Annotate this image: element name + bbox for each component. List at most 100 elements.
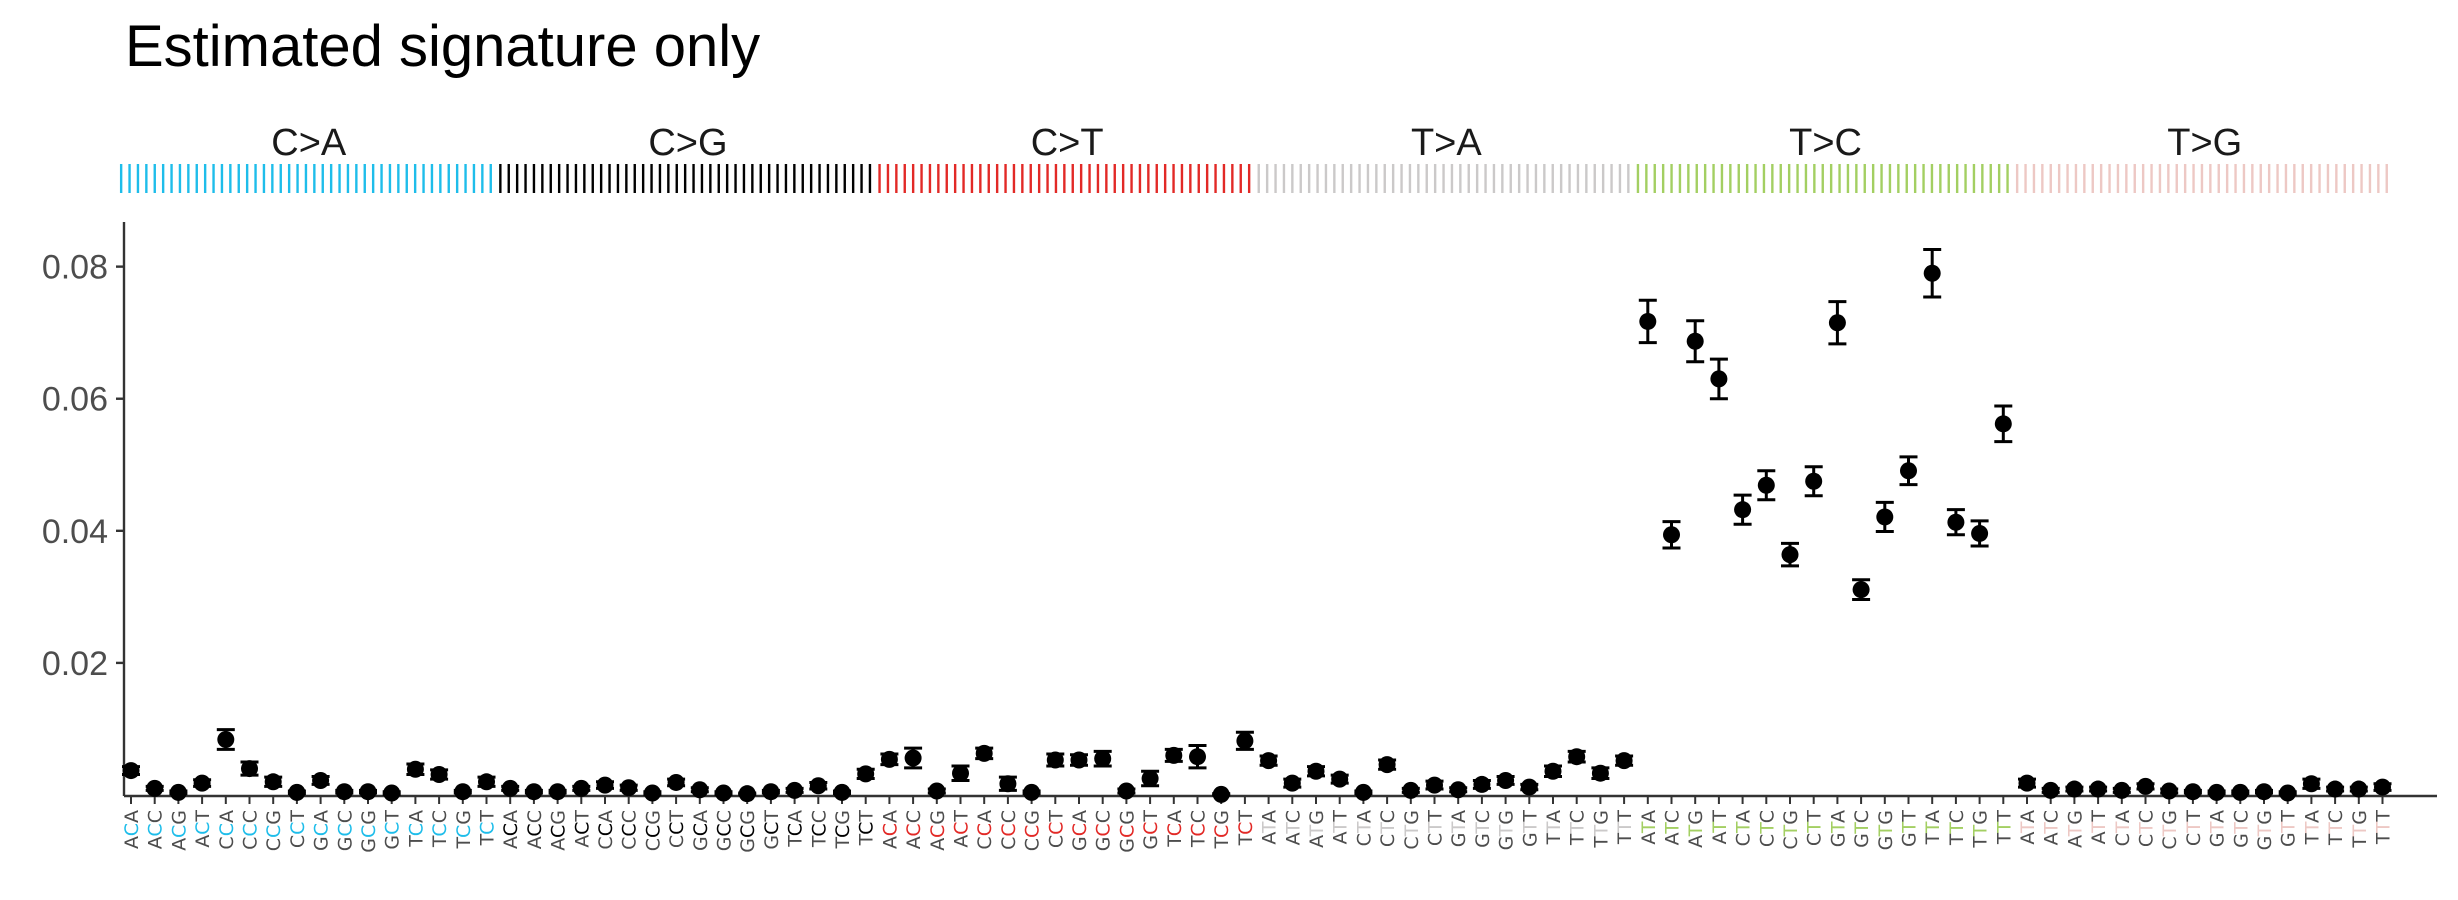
group-label-C-to-T: C>T [1031, 122, 1104, 164]
x-tick-label: ACC [145, 810, 167, 849]
data-point [2065, 780, 2083, 798]
x-tick-label: GTC [1851, 810, 1873, 848]
data-point [217, 731, 235, 749]
group-bar-T-to-A [1257, 164, 1630, 193]
data-point [288, 783, 306, 801]
data-point [335, 783, 353, 801]
data-point [2374, 778, 2391, 796]
group-label-T-to-A: T>A [1411, 122, 1482, 164]
x-tick-label: ACC [524, 810, 546, 849]
x-tick-label: ACG [168, 810, 190, 851]
data-point [1876, 508, 1894, 526]
x-tick-label: CTC [2136, 810, 2158, 847]
data-point [1402, 781, 1420, 799]
data-point [1805, 472, 1823, 490]
x-tick-label: ATA [1638, 810, 1660, 845]
x-tick-label: CCT [287, 810, 309, 849]
data-point [2018, 774, 2036, 792]
data-point [122, 762, 140, 780]
x-tick-label: ATT [1709, 810, 1731, 845]
x-tick-label: GTT [1519, 810, 1541, 847]
x-tick-label: ACG [927, 810, 949, 851]
x-tick-label: TTT [2373, 810, 2395, 846]
data-point [406, 760, 424, 778]
x-tick-label: TCA [785, 810, 807, 848]
x-tick-label: CCA [216, 810, 238, 850]
data-point [975, 744, 993, 762]
x-tick-label: ACA [500, 810, 522, 849]
x-tick-label: CCA [974, 810, 996, 850]
data-point [193, 774, 211, 792]
data-point [2255, 783, 2273, 801]
x-tick-label: GCC [334, 810, 356, 851]
data-point [1947, 513, 1965, 531]
data-point [1828, 314, 1846, 332]
data-point [1141, 769, 1159, 787]
x-tick-label: TTG [1970, 810, 1992, 849]
x-tick-label: GTG [1875, 810, 1897, 850]
data-point [312, 771, 330, 789]
data-point [2350, 780, 2368, 798]
x-tick-label: TTA [1543, 810, 1565, 845]
group-bar-C-to-G [499, 164, 872, 193]
data-point [430, 766, 448, 784]
group-label-T-to-C: T>C [1789, 122, 1862, 164]
x-tick-label: GCA [1069, 810, 1091, 851]
y-tick-label: 0.06 [42, 381, 108, 419]
x-tick-label: GTA [2207, 810, 2229, 847]
x-tick-label: GTG [1496, 810, 1518, 850]
data-point [620, 779, 638, 797]
x-tick-label: ATT [1330, 810, 1352, 845]
x-tick-label: TTT [1993, 810, 2015, 846]
data-point [1331, 770, 1349, 788]
mutation-group-strip: C>A C>G C>T T>A T>C T>G [119, 122, 2388, 193]
data-point [1591, 764, 1609, 782]
x-tick-label: CCC [240, 810, 262, 850]
x-tick-label: ATC [2041, 810, 2063, 845]
x-tick-label: GCC [1093, 810, 1115, 851]
x-tick-label: GCC [714, 810, 736, 851]
x-tick-label: ATA [2017, 810, 2039, 845]
data-point [928, 782, 946, 800]
data-point [1473, 775, 1491, 793]
x-tick-label: TTC [1946, 810, 1968, 846]
data-point [264, 773, 282, 791]
x-tick-label: TCA [1164, 810, 1186, 848]
x-tick-label: CTG [1401, 810, 1423, 850]
data-point [1781, 546, 1799, 564]
data-point [2089, 780, 2107, 798]
data-point [1046, 751, 1064, 769]
x-tick-label: GCG [358, 810, 380, 853]
data-point [2113, 781, 2131, 799]
x-axis-ticks: ACAACCACGACTCCACCCCCGCCTGCAGCCGCGGCTTCAT… [121, 796, 2395, 853]
data-point [146, 779, 164, 797]
x-tick-label: TTC [1567, 810, 1589, 846]
data-point [738, 785, 756, 803]
x-tick-label: TCT [1235, 810, 1257, 847]
data-point [241, 760, 258, 778]
group-bar-T-to-G [2015, 164, 2388, 193]
data-point [1686, 332, 1704, 350]
data-point [478, 773, 495, 791]
data-point [691, 781, 709, 799]
x-tick-label: ATG [1306, 810, 1328, 848]
data-point [1710, 370, 1728, 388]
data-point [549, 783, 567, 801]
x-tick-label: TTC [2325, 810, 2347, 846]
x-tick-label: CTT [2183, 810, 2205, 847]
data-point [1117, 782, 1135, 800]
x-tick-label: ACA [879, 810, 901, 849]
x-tick-label: ACT [192, 810, 214, 848]
data-point [2279, 784, 2297, 802]
data-point [2184, 783, 2202, 801]
x-tick-label: CCA [595, 810, 617, 850]
data-point [1497, 771, 1515, 789]
x-tick-label: TTT [1614, 810, 1636, 846]
data-point [383, 784, 401, 802]
data-point [786, 781, 804, 799]
x-tick-label: GCA [690, 810, 712, 851]
data-point [1023, 783, 1041, 801]
x-tick-label: TTA [2301, 810, 2323, 845]
x-tick-label: ACG [548, 810, 570, 851]
x-tick-label: CTC [1756, 810, 1778, 847]
